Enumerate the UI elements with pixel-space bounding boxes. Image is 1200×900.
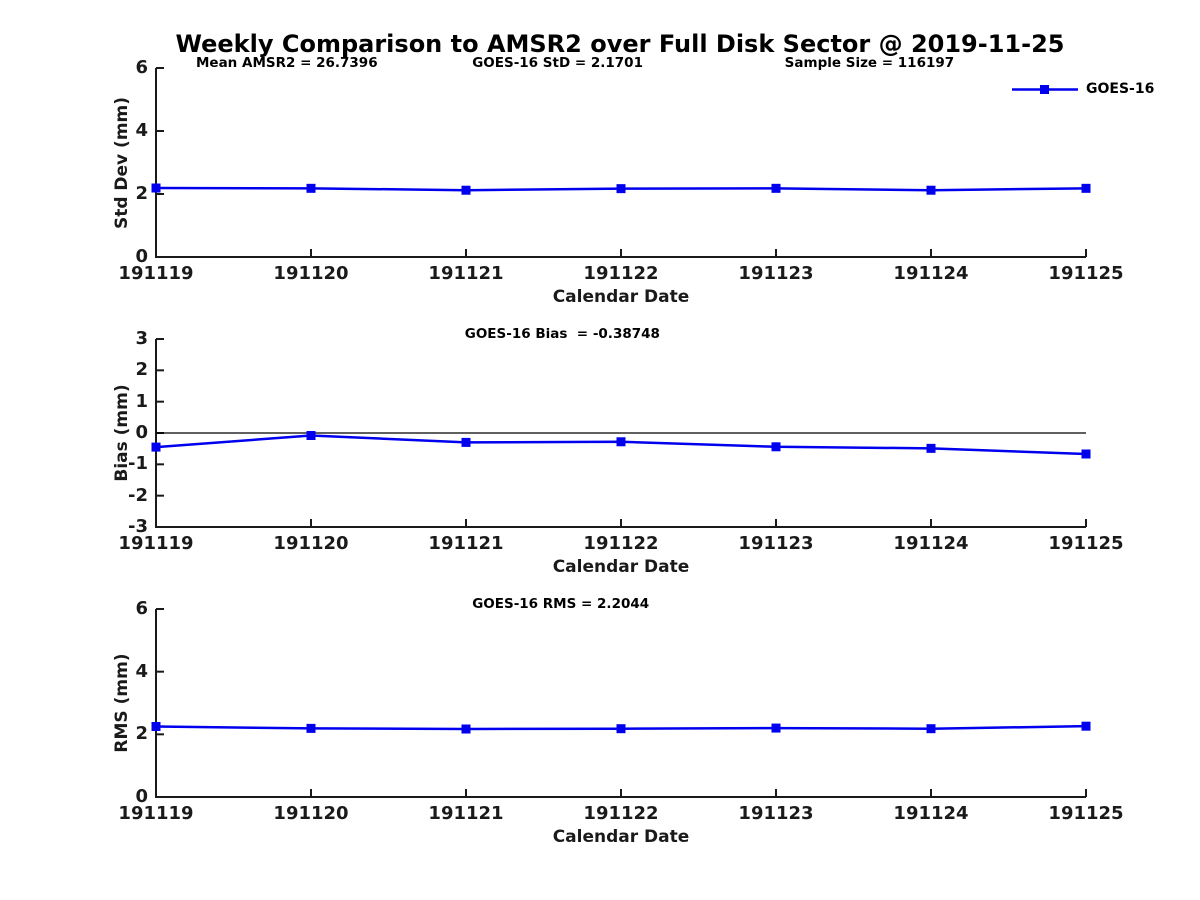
rms-annotation-0: GOES-16 RMS = 2.2044: [472, 596, 650, 612]
std-dev-ytick-label: 6: [135, 57, 148, 78]
bias-plot-svg: [151, 338, 1091, 528]
rms-ytick-label: 2: [135, 723, 148, 745]
legend-line-sample-icon: [1012, 84, 1078, 94]
std-dev-xtick-label: 191122: [583, 263, 659, 284]
rms-xaxis-label: Calendar Date: [552, 827, 690, 847]
rms-xtick-label: 191119: [118, 803, 194, 824]
bias-yaxis-label: Bias (mm): [112, 384, 132, 482]
std-dev-annotation-1: GOES-16 StD = 2.1701: [472, 55, 643, 71]
rms-xtick-label: 191121: [428, 803, 504, 824]
std-dev-ytick-label: 4: [135, 120, 148, 141]
rms-ytick-label: 4: [135, 660, 148, 682]
std-dev-xtick-label: 191124: [893, 263, 969, 284]
figure-title: Weekly Comparison to AMSR2 over Full Dis…: [175, 30, 1065, 58]
bias-xtick-label: 191119: [118, 533, 194, 554]
bias-xtick-label: 191124: [893, 533, 969, 554]
bias-ytick-label: 2: [135, 359, 148, 381]
bias-ytick-label: -3: [128, 516, 148, 537]
rms-ytick-label: 0: [135, 786, 148, 807]
std-dev-xtick-label: 191125: [1048, 263, 1124, 284]
std-dev-ytick-label: 0: [135, 246, 148, 267]
bias-plot-area: [151, 338, 1091, 528]
bias-ytick-label: 1: [135, 390, 148, 412]
bias-xtick-label: 191121: [428, 533, 504, 554]
bias-ytick-label: -1: [128, 453, 148, 475]
std-dev-annotation-0: Mean AMSR2 = 26.7396: [195, 55, 378, 71]
bias-ytick-label: 0: [135, 422, 148, 443]
legend: GOES-16: [1012, 81, 1154, 97]
std-dev-xaxis-label: Calendar Date: [552, 287, 690, 307]
rms-xtick-label: 191125: [1048, 803, 1124, 824]
legend-label: GOES-16: [1086, 81, 1155, 97]
std-dev-xtick-label: 191119: [118, 263, 194, 284]
std-dev-plot-svg: [151, 67, 1091, 258]
bias-ytick-label: -2: [128, 484, 148, 506]
rms-plot-svg: [151, 608, 1091, 798]
bias-xtick-label: 191122: [583, 533, 659, 554]
rms-xtick-label: 191123: [738, 803, 814, 824]
rms-yaxis-label: RMS (mm): [112, 653, 132, 753]
bias-xtick-label: 191125: [1048, 533, 1124, 554]
rms-xtick-label: 191122: [583, 803, 659, 824]
bias-xaxis-label: Calendar Date: [552, 557, 690, 577]
std-dev-xtick-label: 191121: [428, 263, 504, 284]
rms-xtick-label: 191120: [273, 803, 349, 824]
bias-xtick-label: 191123: [738, 533, 814, 554]
std-dev-xtick-label: 191123: [738, 263, 814, 284]
std-dev-annotation-2: Sample Size = 116197: [784, 55, 955, 71]
rms-plot-area: [151, 608, 1091, 798]
std-dev-yaxis-label: Std Dev (mm): [112, 96, 132, 229]
rms-ytick-label: 6: [135, 598, 148, 619]
std-dev-xtick-label: 191120: [273, 263, 349, 284]
stddev-plot-area: [151, 67, 1091, 258]
bias-ytick-label: 3: [135, 328, 148, 349]
bias-annotation-0: GOES-16 Bias = -0.38748: [464, 326, 660, 342]
rms-xtick-label: 191124: [893, 803, 969, 824]
std-dev-ytick-label: 2: [135, 183, 148, 204]
bias-xtick-label: 191120: [273, 533, 349, 554]
